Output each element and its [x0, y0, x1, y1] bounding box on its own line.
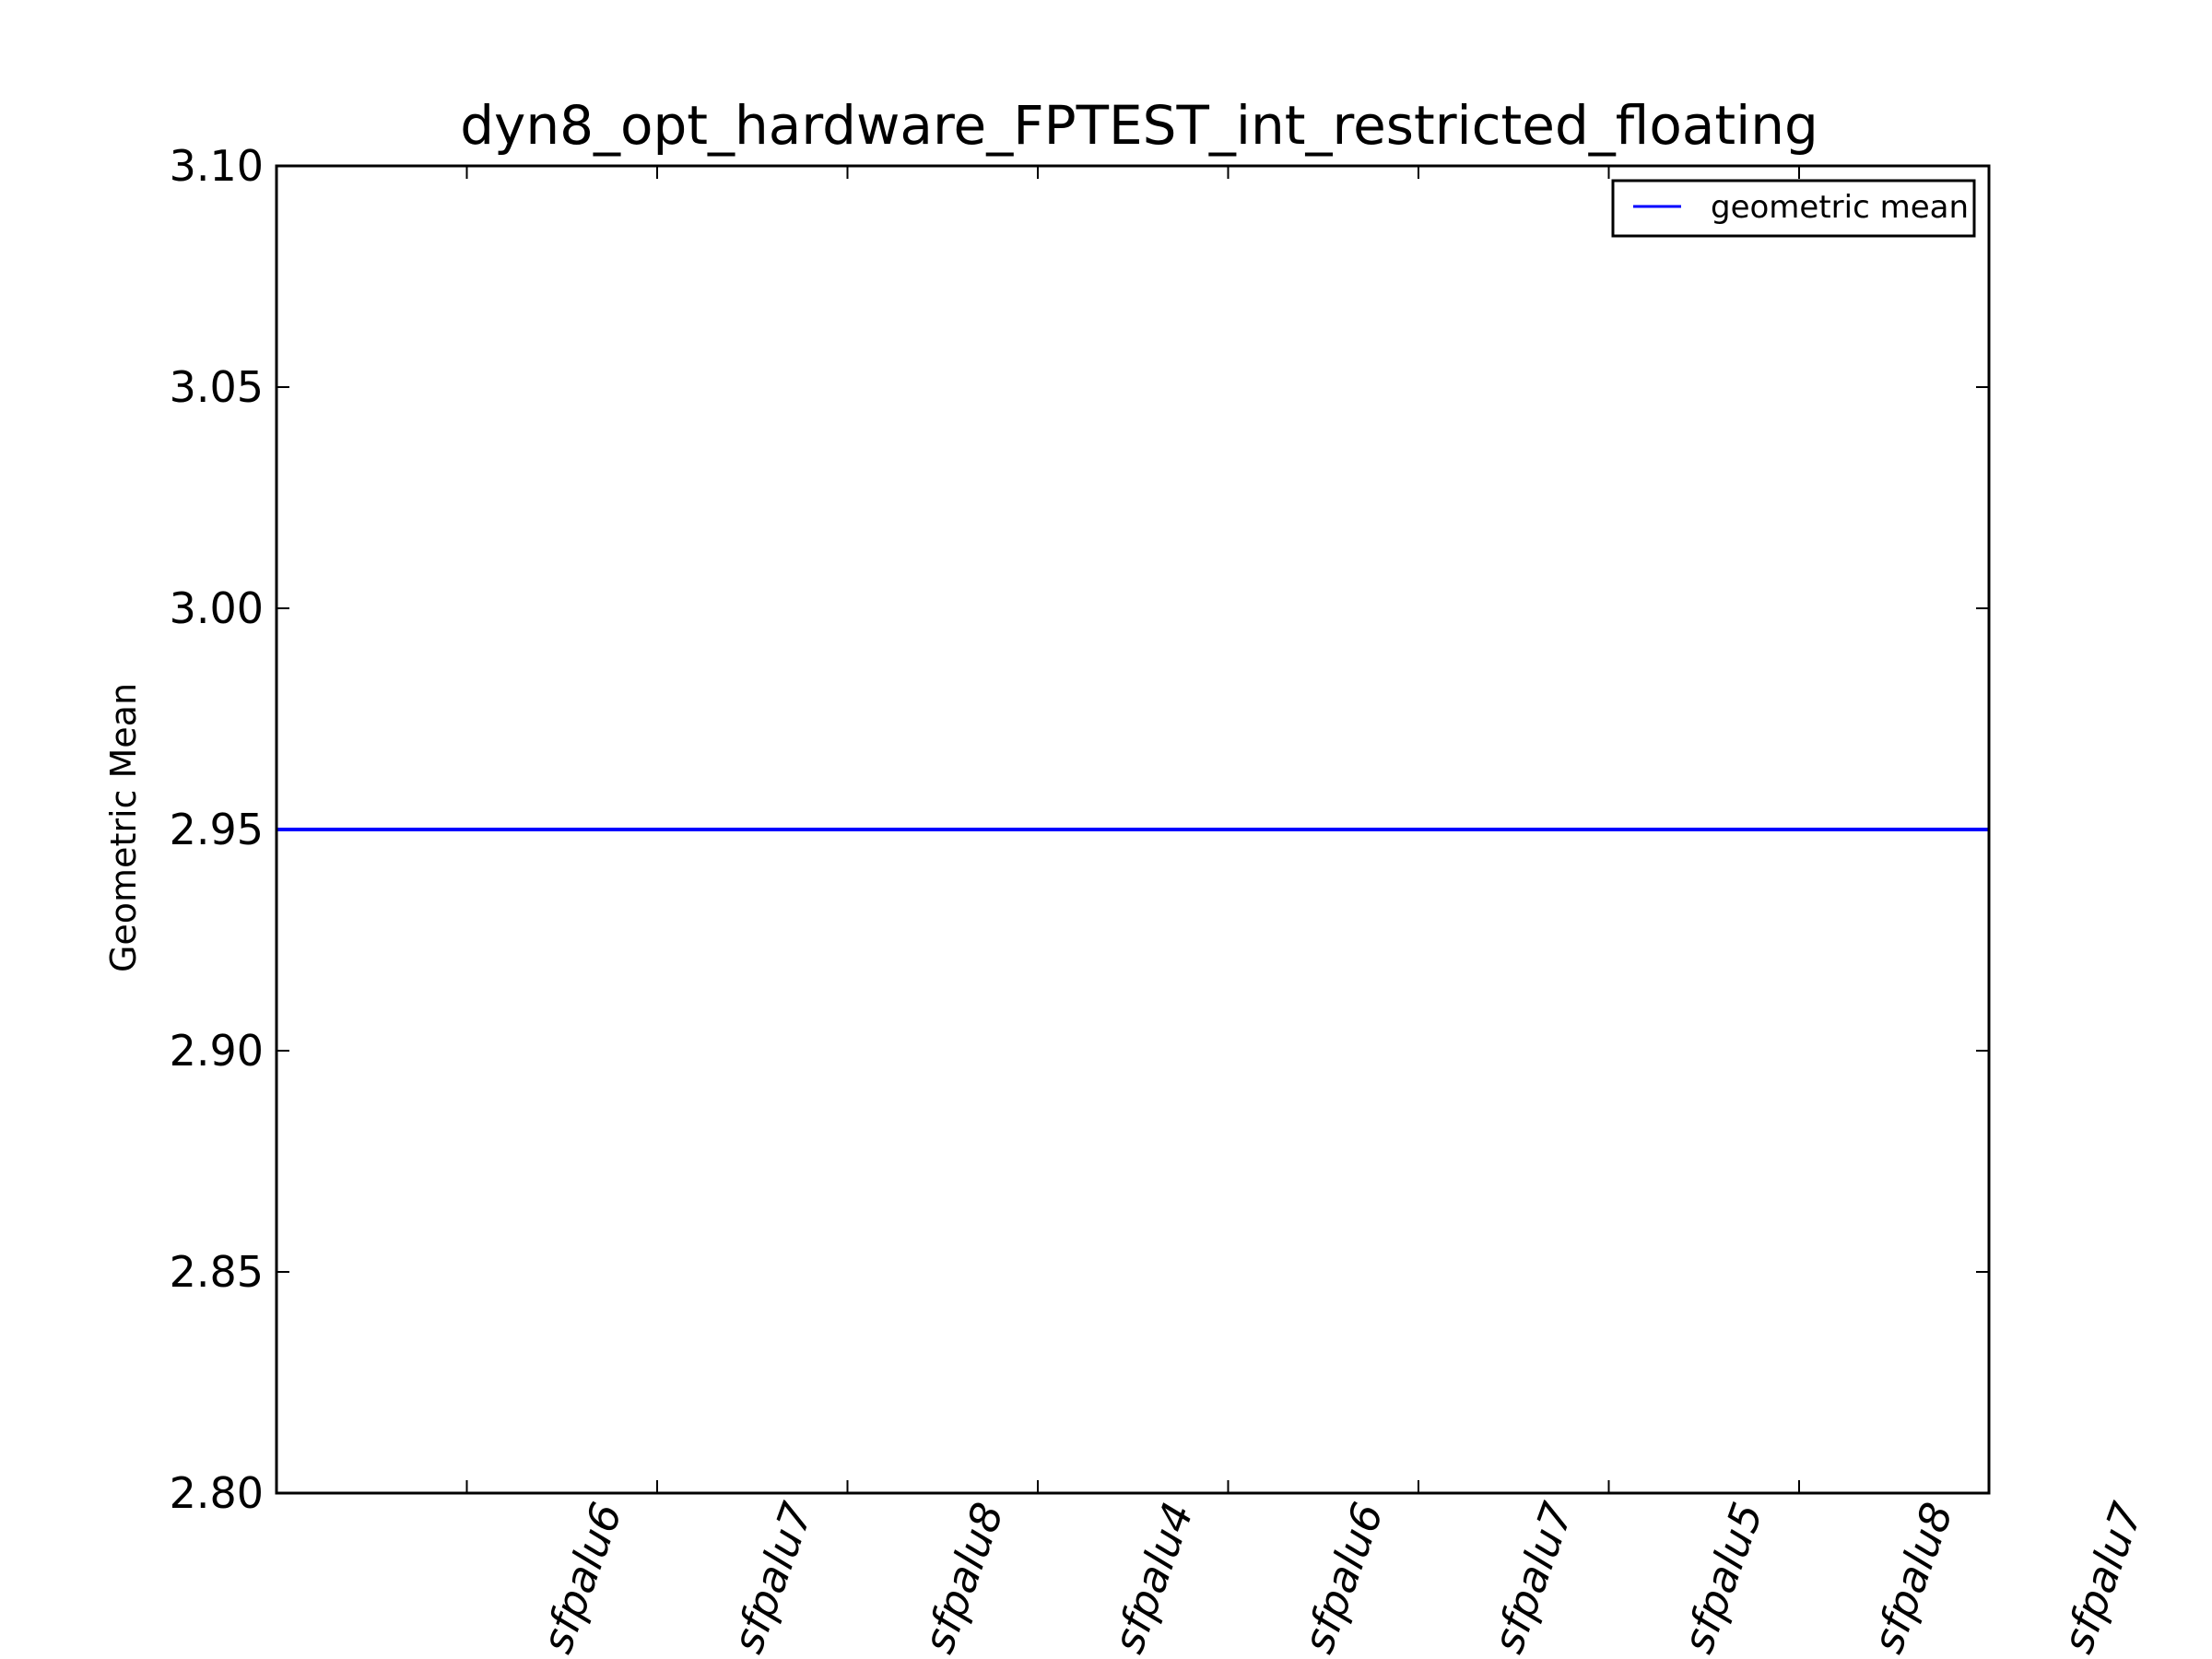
x-tick-label: sfpalu7: [1483, 1496, 1583, 1659]
x-tick-label: sfpalu7: [2053, 1496, 2152, 1659]
legend-box: [1611, 179, 1976, 238]
y-tick-label: 3.00: [170, 583, 264, 633]
legend: geometric mean: [1611, 179, 1976, 238]
y-axis-ticks: 2.80 2.85 2.90 2.95 3.00 3.05 3.10: [170, 141, 1989, 1518]
legend-label-geometric-mean: geometric mean: [1711, 189, 1969, 226]
x-tick-label: sfpalu6: [1293, 1496, 1393, 1659]
plot-frame: [275, 164, 1991, 1495]
y-axis-label: Geometric Mean: [103, 683, 144, 972]
y-tick-label: 2.80: [170, 1468, 264, 1518]
chart-title: dyn8_opt_hardware_FPTEST_int_restricted_…: [460, 94, 1818, 157]
y-tick-label: 2.95: [170, 805, 264, 854]
y-tick-label: 3.05: [170, 362, 264, 412]
x-tick-label: sfpalu7: [723, 1496, 822, 1659]
x-tick-label: sfpalu5: [1673, 1496, 1772, 1659]
y-tick-label: 2.85: [170, 1247, 264, 1297]
x-tick-label: sfpalu8: [913, 1496, 1013, 1659]
x-tick-label: sfpalu4: [1103, 1496, 1203, 1659]
x-tick-label: sfpalu6: [532, 1496, 631, 1659]
y-tick-label: 3.10: [170, 141, 264, 191]
x-tick-label: sfpalu8: [1863, 1496, 1962, 1659]
x-axis-ticks: sfpalu6 sfpalu7 sfpalu8 sfpalu4 sfpalu6 sfpal…: [465, 166, 2152, 1659]
y-tick-label: 2.90: [170, 1026, 264, 1076]
